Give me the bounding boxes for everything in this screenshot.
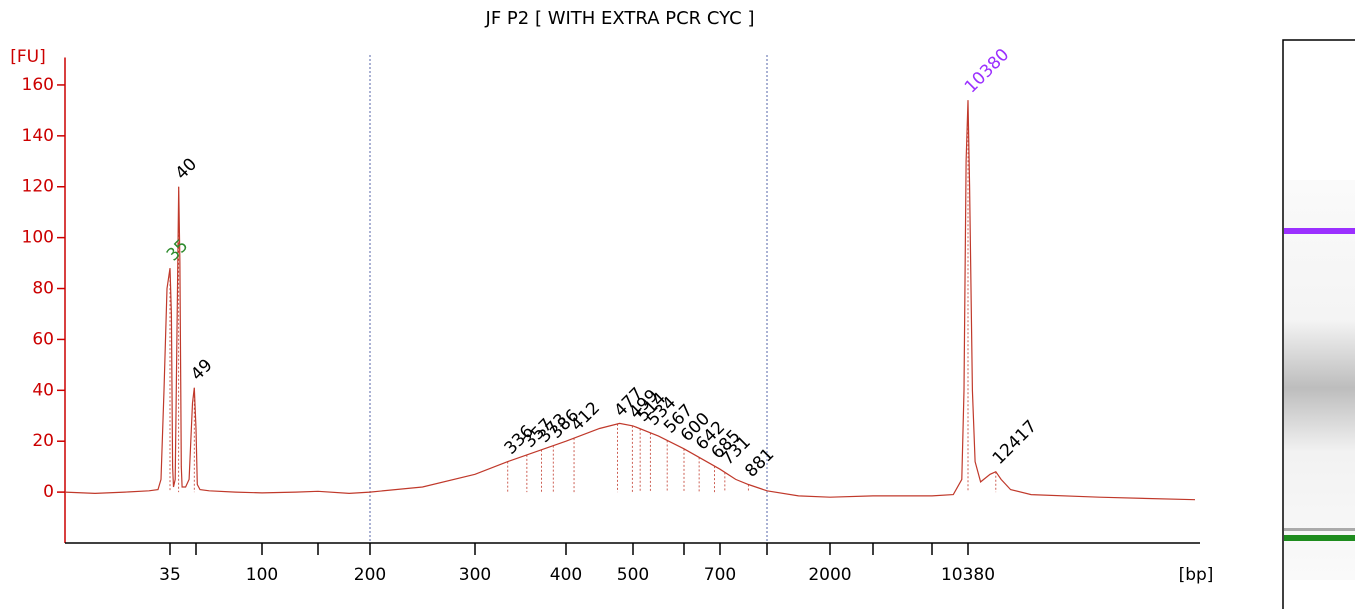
x-tick-label: 2000 (808, 565, 851, 585)
gel-lane (1282, 39, 1355, 609)
y-tick-label: 40 (32, 380, 54, 400)
peak-label: 10380 (961, 45, 1013, 97)
x-tick-label: 200 (354, 565, 386, 585)
y-tick-label: 140 (22, 126, 54, 146)
trace (64, 100, 1196, 501)
x-tick-label: 35 (159, 565, 181, 585)
y-tick-label: 0 (43, 482, 54, 502)
y-tick-label: 80 (32, 279, 54, 299)
peak-label: 35 (163, 236, 192, 265)
gel-band-upper (1284, 228, 1355, 234)
x-axis-title: [bp] (1179, 565, 1214, 585)
gel-smear (1284, 180, 1355, 580)
x-tick-label: 400 (550, 565, 582, 585)
x-tick-label: 700 (704, 565, 736, 585)
peak-label: 40 (172, 154, 201, 183)
x-tick-label: 100 (246, 565, 278, 585)
y-tick-label: 160 (22, 75, 54, 95)
x-tick-label: 300 (459, 565, 491, 585)
y-axis-title: [FU] (10, 47, 46, 67)
y-tick-label: 120 (22, 177, 54, 197)
y-tick-label: 100 (22, 228, 54, 248)
gel-band-lower (1284, 535, 1355, 541)
gel-band (1284, 528, 1355, 531)
peak-label: 49 (187, 355, 216, 384)
peak-label: 12417 (989, 416, 1041, 468)
chart-title: JF P2 [ WITH EXTRA PCR CYC ] (485, 8, 755, 29)
x-tick-label: 10380 (941, 565, 995, 585)
x-tick-label: 500 (617, 565, 649, 585)
y-tick-label: 60 (32, 329, 54, 349)
y-tick-label: 20 (32, 431, 54, 451)
